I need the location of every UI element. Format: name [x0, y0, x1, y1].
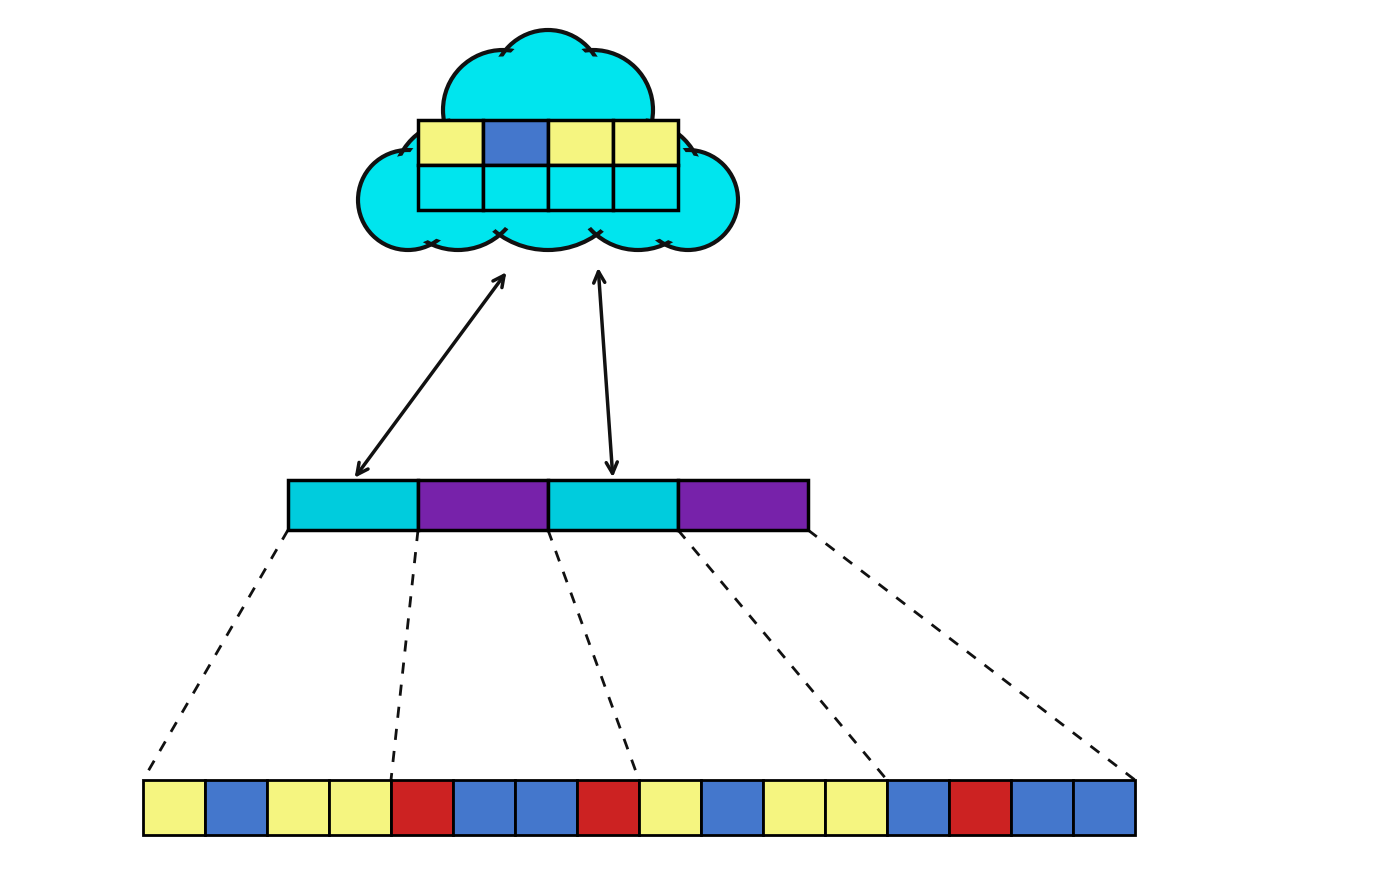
Bar: [825, 780, 887, 835]
Circle shape: [451, 57, 555, 163]
Bar: [205, 780, 267, 835]
Bar: [701, 780, 763, 835]
Circle shape: [358, 150, 457, 250]
Circle shape: [393, 120, 524, 250]
Bar: [288, 480, 418, 530]
Bar: [577, 780, 639, 835]
Bar: [484, 165, 548, 210]
Bar: [418, 120, 484, 165]
Circle shape: [644, 156, 732, 244]
Bar: [418, 480, 548, 530]
Bar: [613, 120, 678, 165]
Bar: [418, 165, 484, 210]
Circle shape: [364, 156, 452, 244]
Circle shape: [442, 50, 564, 170]
Bar: [453, 780, 515, 835]
Bar: [143, 780, 205, 835]
Bar: [678, 480, 808, 530]
Circle shape: [533, 50, 653, 170]
Bar: [329, 780, 391, 835]
Bar: [613, 165, 678, 210]
Bar: [763, 780, 825, 835]
Bar: [639, 780, 701, 835]
Circle shape: [638, 150, 739, 250]
Bar: [548, 480, 678, 530]
Bar: [515, 780, 577, 835]
Bar: [949, 780, 1011, 835]
Circle shape: [493, 30, 604, 140]
Circle shape: [573, 120, 703, 250]
Circle shape: [580, 128, 695, 242]
Circle shape: [500, 36, 597, 133]
Circle shape: [473, 91, 623, 240]
Bar: [267, 780, 329, 835]
Circle shape: [540, 57, 646, 163]
Circle shape: [463, 80, 633, 250]
Bar: [1073, 780, 1135, 835]
Bar: [391, 780, 453, 835]
Circle shape: [401, 128, 515, 242]
Bar: [548, 120, 613, 165]
Bar: [548, 165, 613, 210]
Bar: [1011, 780, 1073, 835]
Bar: [484, 120, 548, 165]
Bar: [887, 780, 949, 835]
